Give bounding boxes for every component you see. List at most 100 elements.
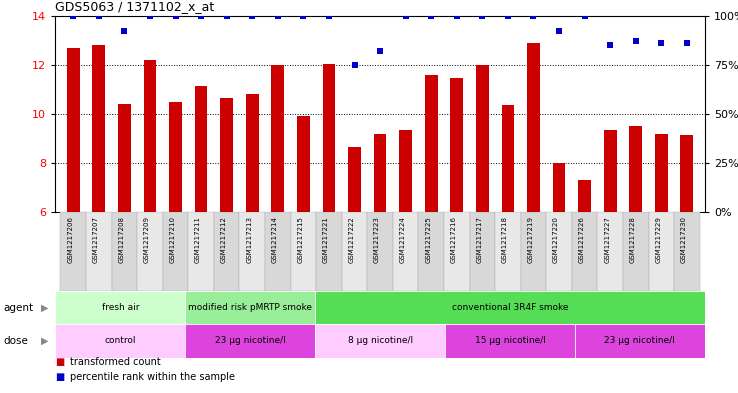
Point	[297, 13, 309, 19]
Bar	[185, 324, 315, 358]
Text: GSM1217218: GSM1217218	[502, 216, 508, 263]
Bar	[297, 116, 310, 212]
Point	[272, 13, 283, 19]
Text: 23 μg nicotine/l: 23 μg nicotine/l	[604, 336, 675, 345]
Bar	[265, 212, 291, 291]
Point	[630, 38, 641, 44]
Point	[477, 13, 489, 19]
Bar	[342, 212, 368, 291]
Text: GSM1217223: GSM1217223	[374, 216, 380, 263]
Point	[221, 13, 232, 19]
Point	[348, 62, 360, 68]
Bar	[476, 65, 489, 212]
Bar	[220, 98, 233, 212]
Bar	[61, 212, 86, 291]
Text: GSM1217221: GSM1217221	[323, 216, 329, 263]
Bar	[291, 212, 316, 291]
Text: 15 μg nicotine/l: 15 μg nicotine/l	[475, 336, 545, 345]
Bar	[163, 212, 188, 291]
Point	[681, 40, 693, 46]
Bar	[272, 65, 284, 212]
Bar	[373, 134, 387, 212]
Point	[93, 13, 105, 19]
Text: GSM1217220: GSM1217220	[553, 216, 559, 263]
Text: GSM1217206: GSM1217206	[67, 216, 73, 263]
Point	[119, 28, 131, 35]
Bar	[655, 134, 668, 212]
Text: fresh air: fresh air	[102, 303, 139, 312]
Bar	[246, 94, 258, 212]
Bar	[137, 212, 163, 291]
Bar	[674, 212, 700, 291]
Bar	[399, 130, 412, 212]
Point	[374, 48, 386, 54]
Text: GSM1217229: GSM1217229	[655, 216, 661, 263]
Bar	[239, 212, 265, 291]
Text: GSM1217217: GSM1217217	[476, 216, 483, 263]
Text: agent: agent	[4, 303, 34, 312]
Text: GSM1217228: GSM1217228	[630, 216, 635, 263]
Point	[451, 13, 463, 19]
Bar	[316, 212, 342, 291]
Point	[502, 13, 514, 19]
Bar	[55, 291, 185, 324]
Bar	[195, 86, 207, 212]
Point	[67, 13, 79, 19]
Point	[144, 13, 156, 19]
Text: GSM1217226: GSM1217226	[579, 216, 584, 263]
Text: GSM1217211: GSM1217211	[195, 216, 201, 263]
Bar	[495, 212, 521, 291]
Text: GSM1217219: GSM1217219	[528, 216, 534, 263]
Point	[323, 13, 335, 19]
Bar	[623, 212, 649, 291]
Text: GSM1217227: GSM1217227	[604, 216, 610, 263]
Text: GSM1217209: GSM1217209	[144, 216, 150, 263]
Text: GDS5063 / 1371102_x_at: GDS5063 / 1371102_x_at	[55, 0, 215, 13]
Point	[195, 13, 207, 19]
Bar	[188, 212, 214, 291]
Bar	[111, 212, 137, 291]
Text: GSM1217230: GSM1217230	[681, 216, 687, 263]
Point	[400, 13, 412, 19]
Text: percentile rank within the sample: percentile rank within the sample	[70, 372, 235, 382]
Point	[655, 40, 667, 46]
Bar	[527, 43, 540, 212]
Point	[554, 28, 565, 35]
Bar	[55, 324, 185, 358]
Bar	[323, 64, 335, 212]
Text: GSM1217207: GSM1217207	[93, 216, 99, 263]
Bar	[368, 212, 393, 291]
Text: GSM1217224: GSM1217224	[400, 216, 406, 263]
Point	[425, 13, 437, 19]
Point	[528, 13, 539, 19]
Bar	[445, 324, 575, 358]
Bar	[469, 212, 495, 291]
Point	[604, 42, 616, 48]
Bar	[67, 48, 80, 212]
Point	[579, 13, 590, 19]
Bar	[572, 212, 597, 291]
Bar	[553, 163, 565, 212]
Text: 8 μg nicotine/l: 8 μg nicotine/l	[348, 336, 413, 345]
Bar	[579, 180, 591, 212]
Bar	[450, 78, 463, 212]
Text: control: control	[105, 336, 136, 345]
Bar	[418, 212, 444, 291]
Bar	[521, 212, 546, 291]
Text: GSM1217208: GSM1217208	[118, 216, 125, 263]
Text: GSM1217214: GSM1217214	[272, 216, 277, 263]
Bar	[546, 212, 572, 291]
Bar	[169, 102, 182, 212]
Bar	[315, 324, 445, 358]
Text: GSM1217212: GSM1217212	[221, 216, 227, 263]
Bar	[649, 212, 674, 291]
Text: ■: ■	[55, 356, 65, 367]
Text: conventional 3R4F smoke: conventional 3R4F smoke	[452, 303, 568, 312]
Bar	[144, 60, 156, 212]
Point	[246, 13, 258, 19]
Bar	[118, 104, 131, 212]
Bar	[92, 45, 106, 212]
Text: GSM1217213: GSM1217213	[246, 216, 252, 263]
Bar	[502, 105, 514, 212]
Text: GSM1217215: GSM1217215	[297, 216, 303, 263]
